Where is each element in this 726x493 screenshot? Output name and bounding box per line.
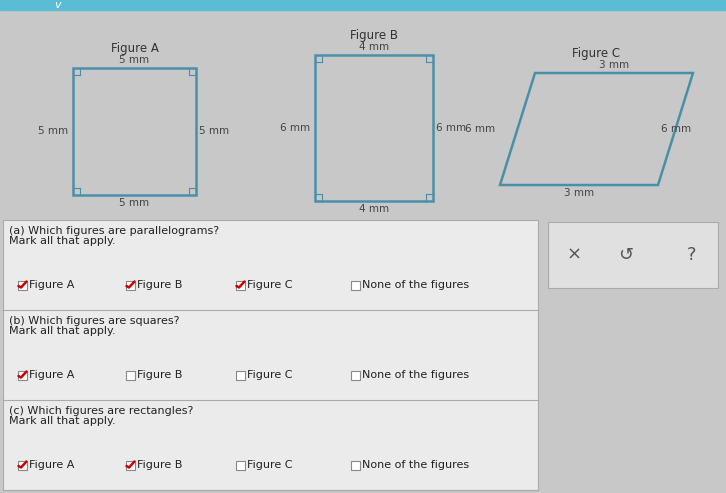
Bar bbox=[235, 371, 245, 380]
Text: None of the figures: None of the figures bbox=[362, 370, 469, 380]
Text: Figure B: Figure B bbox=[350, 29, 398, 42]
Text: None of the figures: None of the figures bbox=[362, 460, 469, 470]
Bar bbox=[0, 0, 726, 10]
Bar bbox=[235, 281, 245, 289]
Text: Mark all that apply.: Mark all that apply. bbox=[9, 326, 115, 336]
Text: 6 mm: 6 mm bbox=[280, 123, 310, 133]
Text: 3 mm: 3 mm bbox=[564, 188, 594, 198]
Text: 6 mm: 6 mm bbox=[661, 124, 691, 134]
Text: Figure B: Figure B bbox=[137, 460, 182, 470]
Bar bbox=[351, 281, 359, 289]
Text: ×: × bbox=[566, 246, 582, 264]
Bar bbox=[126, 281, 134, 289]
Text: Mark all that apply.: Mark all that apply. bbox=[9, 236, 115, 246]
Bar bbox=[548, 222, 718, 288]
Bar bbox=[17, 371, 27, 380]
Text: 5 mm: 5 mm bbox=[38, 127, 68, 137]
Text: 6 mm: 6 mm bbox=[436, 123, 466, 133]
Bar bbox=[126, 460, 134, 469]
Bar bbox=[351, 371, 359, 380]
Text: v: v bbox=[54, 0, 61, 10]
Text: Figure A: Figure A bbox=[29, 370, 74, 380]
Text: Figure B: Figure B bbox=[137, 370, 182, 380]
Bar bbox=[17, 460, 27, 469]
Text: None of the figures: None of the figures bbox=[362, 280, 469, 290]
Text: Figure A: Figure A bbox=[110, 42, 158, 55]
Bar bbox=[3, 220, 538, 490]
Text: Figure C: Figure C bbox=[572, 47, 621, 60]
Text: ?: ? bbox=[688, 246, 697, 264]
Text: ↺: ↺ bbox=[619, 246, 634, 264]
Text: Mark all that apply.: Mark all that apply. bbox=[9, 416, 115, 426]
Text: Figure C: Figure C bbox=[247, 370, 293, 380]
Bar bbox=[126, 371, 134, 380]
Text: Figure B: Figure B bbox=[137, 280, 182, 290]
Text: Figure C: Figure C bbox=[247, 460, 293, 470]
Bar bbox=[351, 460, 359, 469]
Text: 6 mm: 6 mm bbox=[465, 124, 495, 134]
Bar bbox=[17, 281, 27, 289]
Text: Figure A: Figure A bbox=[29, 460, 74, 470]
Text: 4 mm: 4 mm bbox=[359, 204, 389, 214]
Bar bbox=[235, 460, 245, 469]
Text: (a) Which figures are parallelograms?: (a) Which figures are parallelograms? bbox=[9, 226, 219, 236]
Text: Figure C: Figure C bbox=[247, 280, 293, 290]
Text: 4 mm: 4 mm bbox=[359, 42, 389, 52]
Text: (b) Which figures are squares?: (b) Which figures are squares? bbox=[9, 316, 179, 326]
Text: (c) Which figures are rectangles?: (c) Which figures are rectangles? bbox=[9, 406, 193, 416]
Text: Figure A: Figure A bbox=[29, 280, 74, 290]
Text: 5 mm: 5 mm bbox=[120, 55, 150, 65]
Text: 5 mm: 5 mm bbox=[120, 198, 150, 208]
Text: 5 mm: 5 mm bbox=[199, 127, 229, 137]
Text: 3 mm: 3 mm bbox=[599, 60, 629, 70]
